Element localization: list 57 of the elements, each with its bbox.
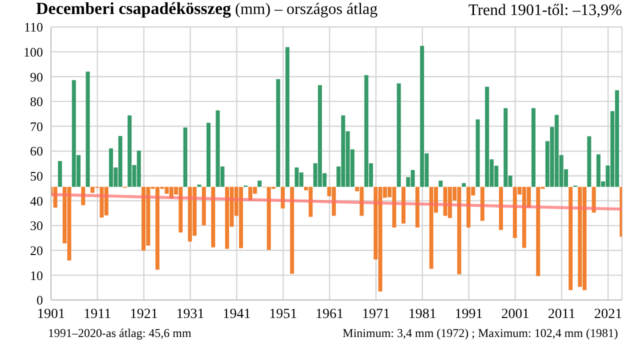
bar (401, 186, 406, 224)
x-tick-label: 1971 (362, 306, 390, 322)
x-tick-label: 1941 (222, 306, 251, 322)
y-tick-label: 80 (30, 94, 43, 110)
bar (290, 186, 294, 274)
bar (109, 148, 114, 187)
y-tick-label: 0 (36, 292, 43, 308)
text: 1991–2020-as átlag: 45,6 mm (48, 326, 192, 341)
bar (128, 115, 132, 187)
bar (86, 72, 90, 187)
bar (183, 128, 188, 187)
bar (415, 186, 420, 228)
bar (206, 122, 211, 187)
bar (258, 180, 262, 187)
y-tick-label: 20 (30, 242, 43, 258)
x-tick-label: 1991 (454, 306, 483, 322)
bar (211, 186, 216, 248)
x-tick-label: 1901 (37, 306, 65, 322)
y-tick-label: 30 (30, 218, 43, 234)
bar (498, 186, 503, 230)
x-tick-label: 1961 (316, 306, 344, 322)
x-tick-label: 1911 (84, 306, 112, 322)
bar (202, 186, 206, 226)
x-tick-label: 1951 (269, 306, 298, 322)
x-tick-label: 1931 (176, 306, 204, 322)
bar (420, 46, 424, 187)
x-tick-label: 2011 (548, 306, 576, 322)
bar (462, 183, 466, 187)
bar (568, 186, 573, 290)
bar (438, 180, 443, 187)
y-tick-label: 100 (24, 44, 43, 60)
y-tick-label: 90 (30, 69, 43, 84)
bar (58, 161, 62, 187)
text: Trend 1901-től: –13,9% (468, 2, 622, 20)
y-tick-label: 10 (30, 268, 43, 283)
bar (476, 119, 480, 187)
text: Minimum: 3,4 mm (1972) ; Maximum: 102,4 mm (1981) (342, 326, 618, 341)
bar (252, 186, 257, 194)
x-tick-label: 2001 (501, 306, 530, 322)
y-tick-label: 50 (30, 168, 43, 184)
bar (396, 83, 401, 187)
y-tick-label: 40 (30, 193, 43, 208)
bar (285, 47, 290, 187)
bar (276, 79, 280, 187)
bar (225, 186, 230, 249)
bar (485, 86, 490, 187)
x-tick-label: 1921 (130, 306, 158, 322)
y-tick-label: 70 (30, 118, 43, 134)
y-tick-label: 60 (30, 144, 43, 159)
chart-title: Decemberi csapadékösszeg (36, 0, 231, 18)
y-tick-label: 110 (24, 20, 43, 35)
x-tick-label: 1981 (408, 306, 436, 322)
x-tick-label: 2021 (594, 306, 622, 322)
bar (531, 108, 536, 187)
bar (142, 186, 146, 251)
chart-subtitle: (mm) – országos átlag (234, 1, 378, 18)
bar (587, 136, 592, 187)
